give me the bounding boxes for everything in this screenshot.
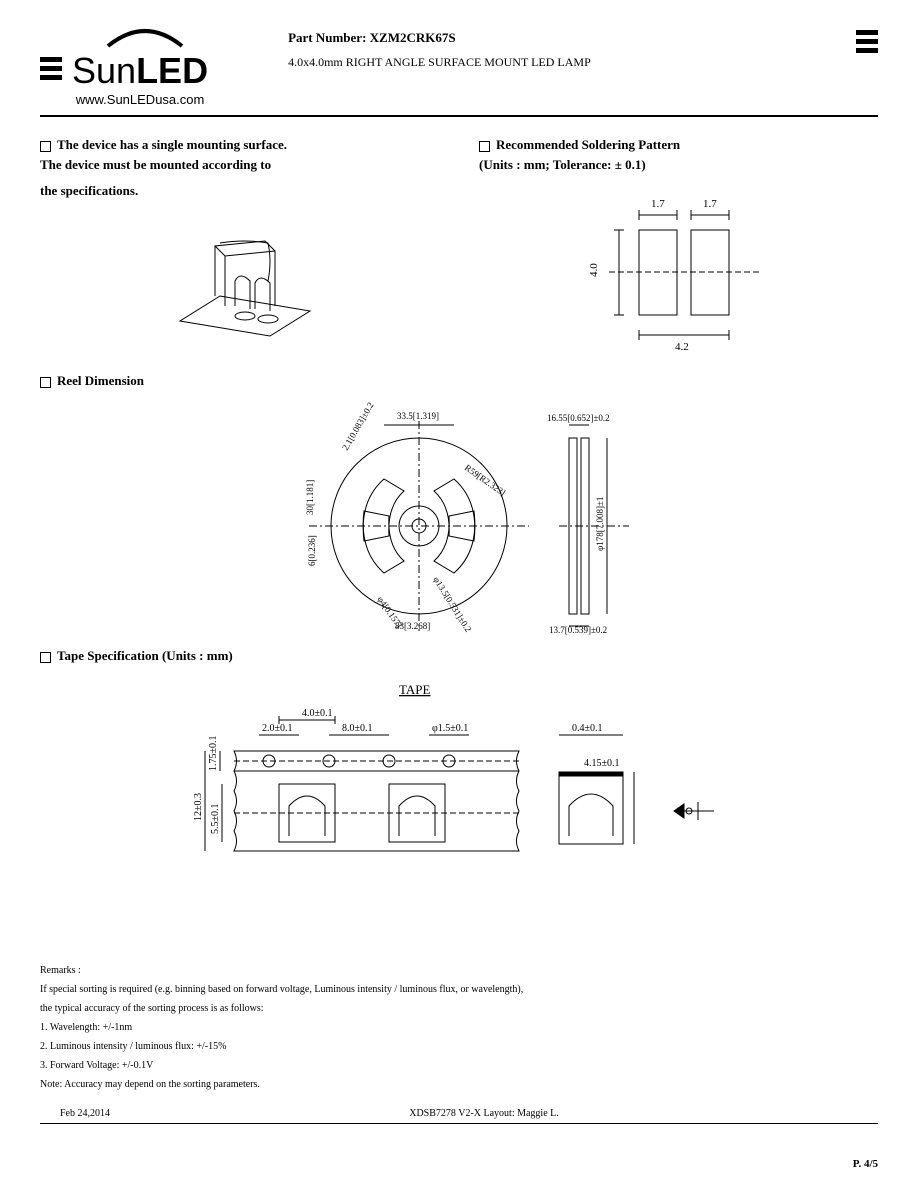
tape-t7: 5.5±0.1 [210,804,221,835]
sold-h: 4.0 [588,263,600,277]
soldering-section: Recommended Soldering Pattern (Units : m… [479,137,878,355]
remarks-r2: 2. Luminous intensity / luminous flux: +… [40,1037,878,1056]
tape-diagram: TAPE 4.0±0.1 2.0±0.1 8.0 [40,676,878,901]
reel-d1: 33.5[1.319] [397,411,439,421]
menu-bars-icon-right [856,30,878,53]
remarks-intro: If special sorting is required (e.g. bin… [40,980,878,999]
logo-sun: Sun [72,50,136,91]
tape-t1: 4.0±0.1 [302,708,333,719]
remarks-note: Note: Accuracy may depend on the sorting… [40,1075,878,1094]
reel-d9: 16.55[0.652]±0.2 [547,413,610,423]
header-right [856,30,878,53]
reel-title: Reel Dimension [40,373,878,389]
footer-date: Feb 24,2014 [60,1108,110,1119]
logo-url: www.SunLEDusa.com [72,92,208,107]
sold-w2: 1.7 [703,198,717,210]
part-number: XZM2CRK67S [370,30,456,45]
logo: SunLED www.SunLEDusa.com [72,30,208,107]
soldering-units: (Units : mm; Tolerance: ± 0.1) [479,157,878,173]
header-left: SunLED www.SunLEDusa.com [40,30,208,107]
reel-d3: 30[1.181] [305,480,315,515]
reel-section: Reel Dimension 33.5[1.319] [40,373,878,636]
reel-d11: 13.7[0.539]±0.2 [549,625,607,635]
part-label: Part Number: [288,30,366,45]
tape-label: TAPE [399,682,431,697]
mounting-line3: the specifications. [40,183,439,199]
mounting-diagram [40,211,439,341]
remarks-section: Remarks : If special sorting is required… [40,961,878,1094]
tape-t4: φ1.5±0.1 [432,723,468,734]
soldering-diagram: 1.7 1.7 4.0 4.2 [479,185,878,355]
reel-d4: 6[0.236] [307,535,317,566]
tape-t6: 12±0.3 [193,793,204,821]
page-number: P. 4/5 [853,1158,878,1170]
menu-bars-icon [40,57,62,80]
remarks-r3: 3. Forward Voltage: +/-0.1V [40,1056,878,1075]
remarks-r1: 1. Wavelength: +/-1nm [40,1018,878,1037]
reel-d7: φ13.5[0.531]±0.2 [431,575,473,634]
header-mid: Part Number: XZM2CRK67S 4.0x4.0mm RIGHT … [208,30,856,74]
tape-t2: 2.0±0.1 [262,723,293,734]
page-header: SunLED www.SunLEDusa.com Part Number: XZ… [40,30,878,117]
logo-led: LED [136,50,208,91]
remarks-title: Remarks : [40,961,878,980]
reel-d2: 2.1[0.083]±0.2 [340,401,376,452]
sold-tw: 4.2 [675,341,689,353]
row-mounting-soldering: The device has a single mounting surface… [40,137,878,355]
product-description: 4.0x4.0mm RIGHT ANGLE SURFACE MOUNT LED … [288,52,856,74]
mounting-section: The device has a single mounting surface… [40,137,439,355]
footer: Feb 24,2014 XDSB7278 V2-X Layout: Maggie… [40,1108,878,1119]
soldering-title: Recommended Soldering Pattern [479,137,878,153]
tape-t5: 1.75±0.1 [208,736,219,772]
reel-diagram: 33.5[1.319] 2.1[0.083]±0.2 30[1.181] 6[0… [40,401,878,636]
reel-d10: φ178[7.008]±1 [595,497,605,551]
mounting-line2: The device must be mounted according to [40,157,439,173]
tape-section: Tape Specification (Units : mm) TAPE [40,648,878,901]
sold-w1: 1.7 [651,198,665,210]
tape-t9: 4.15±0.1 [584,758,620,769]
remarks-intro2: the typical accuracy of the sorting proc… [40,999,878,1018]
mounting-line1: The device has a single mounting surface… [40,137,439,153]
tape-title: Tape Specification (Units : mm) [40,648,878,664]
tape-t8: 0.4±0.1 [572,723,603,734]
tape-t3: 8.0±0.1 [342,723,373,734]
footer-doc: XDSB7278 V2-X Layout: Maggie L. [409,1108,559,1119]
